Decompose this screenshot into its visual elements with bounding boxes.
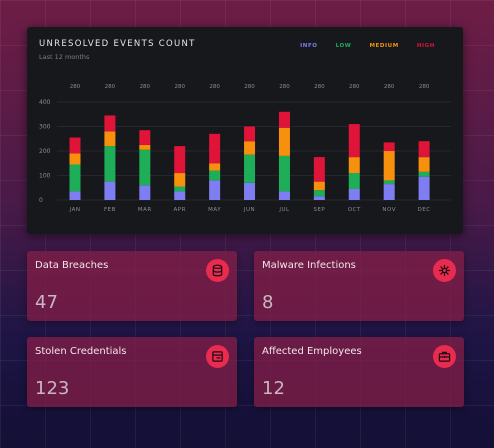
x-tick-label: FEB bbox=[104, 207, 116, 213]
x-tick-label: DEC bbox=[418, 207, 431, 213]
affected-employees-card[interactable]: Affected Employees 12 bbox=[254, 337, 464, 407]
bar-segment-low bbox=[348, 173, 360, 189]
events-chart-card: UNRESOLVED EVENTS COUNT Last 12 months I… bbox=[27, 27, 463, 234]
x-tick-label: OCT bbox=[348, 207, 361, 213]
x-tick-label: NOV bbox=[382, 207, 396, 213]
bar-segment-high bbox=[418, 141, 430, 158]
bar-segment-low bbox=[209, 170, 221, 181]
virus-icon bbox=[433, 259, 456, 282]
bar-segment-medium bbox=[104, 131, 116, 147]
bar-segment-low bbox=[313, 190, 325, 197]
bar-segment-high bbox=[348, 124, 360, 158]
card-value: 12 bbox=[262, 378, 285, 399]
card-value: 123 bbox=[35, 378, 70, 399]
bar-segment-high bbox=[244, 126, 256, 142]
card-title: Malware Infections bbox=[262, 260, 356, 271]
bar-segment-info bbox=[139, 185, 151, 200]
y-tick-label: 100 bbox=[39, 173, 51, 180]
x-tick-label: APR bbox=[174, 207, 186, 213]
legend-high[interactable]: HIGH bbox=[416, 43, 435, 49]
bar-segment-low bbox=[418, 171, 430, 177]
bar-total-label: 280 bbox=[314, 84, 325, 90]
legend-medium[interactable]: MEDIUM bbox=[369, 43, 399, 49]
bar-segment-low bbox=[139, 149, 151, 186]
briefcase-icon bbox=[433, 345, 456, 368]
bar-segment-low bbox=[104, 146, 116, 182]
bar-segment-medium bbox=[244, 141, 256, 155]
bar-segment-medium bbox=[139, 144, 151, 150]
x-tick-label: JUN bbox=[243, 207, 255, 213]
malware-infections-card[interactable]: Malware Infections 8 bbox=[254, 251, 464, 321]
x-tick-label: JAN bbox=[69, 207, 81, 213]
bar-segment-medium bbox=[278, 127, 290, 156]
bar-segment-info bbox=[313, 196, 325, 200]
bar-segment-info bbox=[383, 184, 395, 200]
bar-segment-low bbox=[244, 154, 256, 183]
bar-total-label: 280 bbox=[140, 84, 151, 90]
x-tick-label: MAY bbox=[208, 207, 221, 213]
bar-total-label: 280 bbox=[70, 84, 81, 90]
legend-info[interactable]: INFO bbox=[300, 43, 318, 49]
bar-segment-medium bbox=[348, 157, 360, 174]
bar-segment-medium bbox=[383, 151, 395, 181]
bar-total-label: 280 bbox=[105, 84, 116, 90]
bar-total-label: 280 bbox=[384, 84, 395, 90]
stacked-bar-chart: 0 100 200 300 400 280 JAN 280 FEB 280 MAR 280 APR 280… bbox=[39, 84, 451, 213]
bar-segment-high bbox=[278, 111, 290, 128]
bar-total-label: 280 bbox=[419, 84, 430, 90]
bar-segment-high bbox=[174, 146, 186, 174]
bar-segment-low bbox=[278, 155, 290, 192]
bar-segment-high bbox=[209, 133, 221, 164]
bar-segment-medium bbox=[313, 181, 325, 191]
bar-segment-low bbox=[174, 186, 186, 192]
bar-segment-low bbox=[383, 180, 395, 185]
data-breaches-card[interactable]: Data Breaches 47 bbox=[27, 251, 237, 321]
bar-total-label: 280 bbox=[209, 84, 220, 90]
card-title: Affected Employees bbox=[262, 346, 362, 357]
bar-total-label: 280 bbox=[349, 84, 360, 90]
stolen-credentials-card[interactable]: Stolen Credentials 123 bbox=[27, 337, 237, 407]
bar-segment-info bbox=[418, 176, 430, 200]
bar-segment-info bbox=[104, 181, 116, 200]
chart-title: UNRESOLVED EVENTS COUNT bbox=[39, 39, 196, 49]
bar-segment-info bbox=[348, 188, 360, 200]
bar-segment-info bbox=[244, 182, 256, 200]
bar-segment-medium bbox=[69, 153, 81, 165]
y-tick-label: 400 bbox=[39, 99, 51, 106]
bar-segment-medium bbox=[418, 157, 430, 172]
bar-segment-medium bbox=[174, 173, 186, 187]
chart-legend: INFO LOW MEDIUM HIGH bbox=[300, 43, 435, 49]
y-tick-label: 300 bbox=[39, 124, 51, 131]
bar-segment-high bbox=[313, 157, 325, 182]
bar-total-label: 280 bbox=[174, 84, 185, 90]
bar-segment-info bbox=[69, 191, 81, 200]
y-tick-label: 0 bbox=[39, 197, 43, 204]
card-title: Stolen Credentials bbox=[35, 346, 127, 357]
bar-total-label: 280 bbox=[244, 84, 255, 90]
x-tick-label: JUL bbox=[278, 207, 290, 213]
bar-total-label: 280 bbox=[279, 84, 290, 90]
credential-card-icon bbox=[206, 345, 229, 368]
bar-segment-high bbox=[104, 115, 116, 132]
card-value: 47 bbox=[35, 292, 58, 313]
bar-segment-high bbox=[383, 142, 395, 151]
bar-segment-info bbox=[278, 191, 290, 200]
bar-segment-info bbox=[209, 180, 221, 200]
bar-segment-info bbox=[174, 191, 186, 200]
bar-segment-high bbox=[139, 130, 151, 145]
database-icon bbox=[206, 259, 229, 282]
bar-segment-medium bbox=[209, 163, 221, 171]
x-tick-label: SEP bbox=[313, 207, 325, 213]
card-value: 8 bbox=[262, 292, 274, 313]
chart-subtitle: Last 12 months bbox=[39, 53, 90, 61]
bar-segment-high bbox=[69, 137, 81, 154]
legend-low[interactable]: LOW bbox=[335, 43, 352, 49]
y-tick-label: 200 bbox=[39, 148, 51, 155]
card-title: Data Breaches bbox=[35, 260, 109, 271]
bar-segment-low bbox=[69, 164, 81, 192]
x-tick-label: MAR bbox=[138, 207, 152, 213]
